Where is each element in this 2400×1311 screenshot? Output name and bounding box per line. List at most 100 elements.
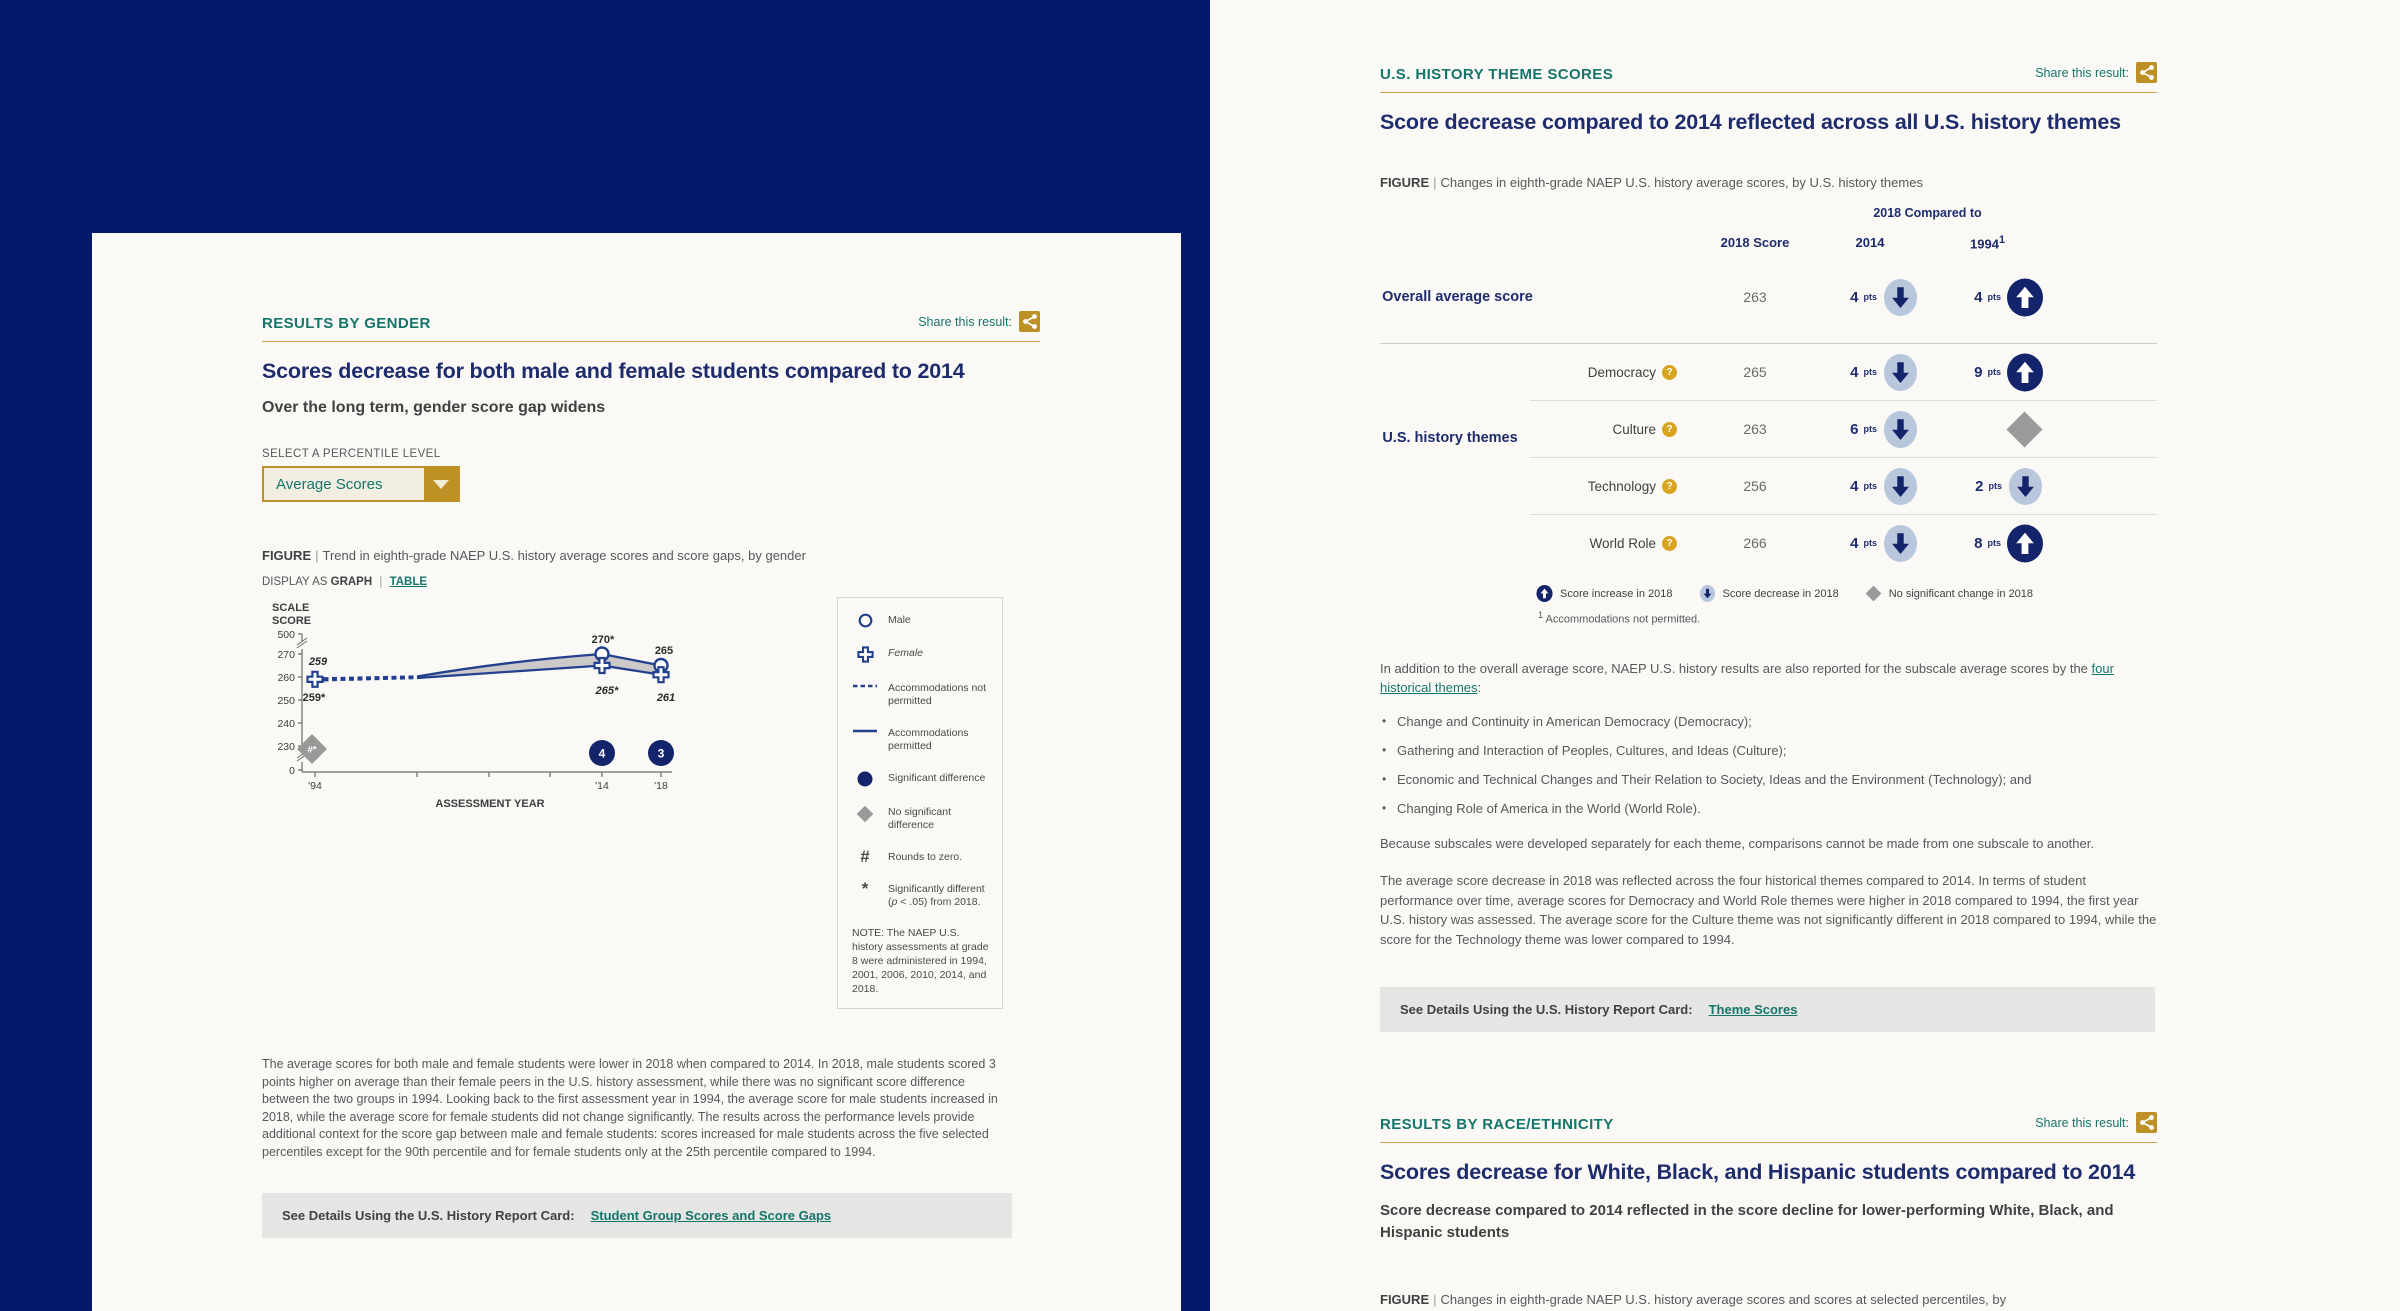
svg-text:270*: 270* (592, 634, 615, 646)
share-button[interactable] (2136, 1112, 2157, 1134)
table-view-link[interactable]: TABLE (389, 576, 428, 588)
score-decrease-icon (2008, 467, 2043, 505)
help-icon[interactable]: ? (1662, 421, 1677, 437)
overall-vs-2014: 4 pts (1815, 278, 1925, 317)
gap-circle-2018 (648, 740, 674, 766)
four-historical-themes-link[interactable]: four historical themes (1380, 660, 2114, 696)
score-increase-icon (1536, 585, 1553, 603)
see-details-label: See Details Using the U.S. History Repor… (282, 1208, 575, 1223)
chevron-down-icon (433, 479, 449, 489)
svg-text:240: 240 (277, 718, 295, 730)
gap-circle-2014 (589, 740, 615, 766)
table-legend: Score increase in 2018 Score decrease in… (1536, 585, 2157, 603)
student-group-scores-link[interactable]: Student Group Scores and Score Gaps (590, 1208, 832, 1223)
row-divider (1530, 514, 2157, 516)
svg-text:'18: '18 (654, 780, 668, 792)
svg-text:3: 3 (658, 747, 665, 761)
share-label: Share this result: (918, 314, 1012, 329)
solid-line-icon (852, 725, 878, 736)
theme-scores-link[interactable]: Theme Scores (1708, 1002, 1798, 1018)
theme-scores-panel: U.S. HISTORY THEME SCORES Share this res… (1210, 0, 2400, 1311)
no-significant-change-icon (2006, 411, 2043, 448)
score-increase-icon (2007, 278, 2043, 317)
score-decrease-icon (1883, 467, 1918, 505)
gender-title: Scores decrease for both male and female… (262, 359, 965, 383)
legend-sig-diff: * Significantly different (p < .05) from… (852, 879, 992, 909)
svg-text:259*: 259* (303, 692, 326, 704)
legend-acc-not-permitted: Accommodations not permitted (852, 680, 992, 708)
gender-share: Share this result: (918, 311, 1040, 332)
legend-male: Male (852, 612, 992, 628)
gender-figure-line: FIGURE | Trend in eighth-grade NAEP U.S. h… (262, 548, 806, 563)
percentile-select[interactable]: Average Scores (262, 466, 460, 502)
hash-icon: # (860, 847, 870, 866)
female-marker-1994 (306, 670, 324, 688)
themes-paragraph-1: In addition to the overall average score… (1380, 660, 2114, 696)
overall-average-label: Overall average score (1382, 288, 1533, 305)
themes-section-label: U.S. HISTORY THEME SCORES (1380, 66, 1614, 83)
share-button[interactable] (1019, 311, 1040, 332)
help-icon[interactable]: ? (1662, 535, 1677, 551)
legend-note: NOTE: The NAEP U.S. history assessments … (852, 927, 989, 995)
gap-diamond-1994 (297, 734, 327, 764)
col-2018-score: 2018 Score (1720, 235, 1790, 251)
race-figure-line: FIGURE | Changes in eighth-grade NAEP U.S.… (1380, 1292, 2007, 1308)
svg-text:265: 265 (655, 645, 673, 657)
help-icon[interactable]: ? (1662, 478, 1677, 494)
list-item: Changing Role of America in the World (W… (1380, 801, 2157, 816)
svg-text:260: 260 (277, 672, 295, 684)
dashed-line-icon (852, 680, 878, 691)
svg-text:'94: '94 (308, 780, 322, 792)
no-significant-change-icon (1865, 585, 1882, 602)
x-axis-label: ASSESSMENT YEAR (435, 798, 544, 810)
table-column-headers: 2018 Score 2014 19941 (1380, 234, 2157, 251)
overall-2018-score: 263 (1743, 289, 1767, 306)
race-subtitle: Score decrease compared to 2014 reflecte… (1380, 1202, 2114, 1242)
legend-no-significant: No significant difference (852, 804, 992, 832)
svg-text:#*: #* (308, 745, 317, 756)
svg-text:270: 270 (277, 649, 295, 661)
overall-vs-1994: 4 pts (1925, 278, 2050, 317)
theme-name: World Role (1589, 535, 1656, 551)
filled-circle-icon (852, 770, 878, 787)
list-item: Gathering and Interaction of Peoples, Cu… (1380, 743, 2157, 758)
legend-female: Female (852, 645, 992, 663)
theme-name: Culture (1612, 421, 1656, 437)
female-marker-2018 (652, 666, 670, 684)
list-item: Economic and Technical Changes and Their… (1380, 772, 2157, 787)
score-increase-icon (2007, 524, 2043, 563)
col-2014: 2014 (1855, 235, 1885, 251)
culture-row: Culture? 263 6 pts (1380, 401, 2157, 457)
score-decrease-icon (1883, 524, 1918, 562)
help-icon[interactable]: ? (1662, 364, 1677, 380)
svg-text:0: 0 (289, 765, 295, 777)
row-divider (1380, 343, 2157, 345)
gender-section-header: RESULTS BY GENDER Share this result: (262, 311, 1040, 342)
theme-name: Democracy (1587, 364, 1656, 380)
gender-see-details-bar: See Details Using the U.S. History Repor… (262, 1193, 1012, 1238)
list-item: Change and Continuity in American Democr… (1380, 714, 2157, 729)
table-footnote: 1 Accommodations not permitted. (1538, 610, 1701, 626)
themes-section-header: U.S. HISTORY THEME SCORES Share this res… (1380, 62, 2157, 93)
asterisk-icon: * (861, 879, 869, 898)
gender-chart-area: SCALE SCORE 500 270 260 250 240 230 0 '9… (262, 597, 1040, 1009)
gender-results-panel: RESULTS BY GENDER Share this result: Sco… (92, 233, 1181, 1311)
overall-average-row: Overall average score 263 4 pts 4 pts (1380, 251, 2157, 343)
technology-row: Technology? 256 4 pts 2 pts (1380, 458, 2157, 514)
share-icon (2138, 1114, 2155, 1132)
see-details-label: See Details Using the U.S. History Repor… (1400, 1002, 1693, 1018)
display-as-line: DISPLAY AS GRAPH | TABLE (262, 576, 428, 588)
race-title: Scores decrease for White, Black, and Hi… (1380, 1160, 2136, 1185)
gender-trend-chart: SCALE SCORE 500 270 260 250 240 230 0 '9… (272, 602, 675, 810)
themes-figure-line: FIGURE | Changes in eighth-grade NAEP U.S.… (1380, 175, 1923, 190)
figure-caption: Trend in eighth-grade NAEP U.S. history … (322, 548, 806, 563)
y-axis-label: SCALE (272, 602, 309, 614)
select-dropdown-button[interactable] (424, 468, 458, 500)
share-button[interactable] (2136, 62, 2157, 83)
gray-diamond-icon (852, 804, 878, 823)
col-1994: 19941 (1970, 234, 2005, 252)
svg-text:230: 230 (277, 741, 295, 753)
male-circle-icon (852, 612, 878, 628)
themes-paragraph-2: Because subscales were developed separat… (1380, 835, 2094, 851)
percentile-select-value: Average Scores (276, 475, 383, 493)
